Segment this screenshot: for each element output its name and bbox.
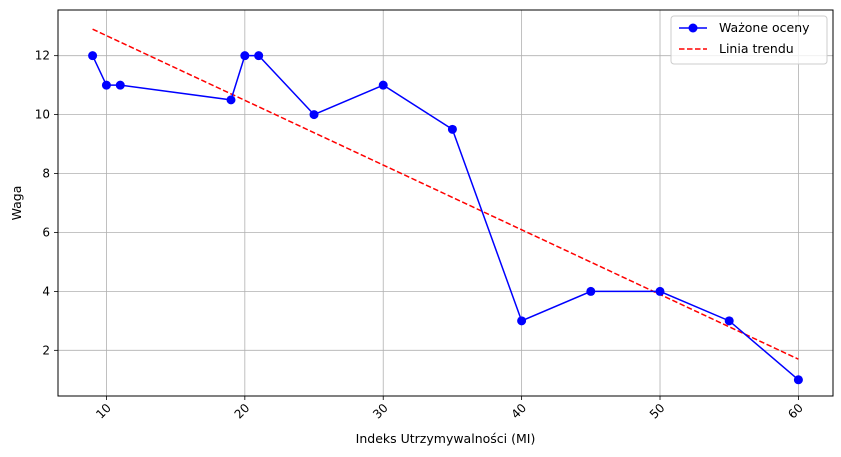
data-point bbox=[226, 95, 236, 105]
y-tick-label: 12 bbox=[35, 49, 50, 63]
trend-line-layer bbox=[92, 28, 799, 360]
data-point bbox=[309, 110, 319, 120]
y-axis-ticks: 2 4 6 8 10 12 bbox=[35, 49, 58, 357]
y-tick-label: 10 bbox=[35, 108, 50, 122]
data-point bbox=[793, 375, 803, 385]
y-tick-label: 8 bbox=[42, 167, 50, 181]
y-tick-label: 4 bbox=[42, 284, 50, 298]
legend: Ważone oceny Linia trendu bbox=[670, 15, 828, 65]
weighted-scores-layer bbox=[88, 51, 803, 385]
data-point bbox=[586, 286, 596, 296]
x-axis-label: Indeks Utrzymywalności (MI) bbox=[356, 431, 536, 446]
y-tick-label: 2 bbox=[42, 343, 50, 357]
data-point bbox=[88, 51, 98, 61]
legend-label-trend-line: Linia trendu bbox=[719, 41, 794, 56]
data-point bbox=[517, 316, 527, 326]
plot-area-frame bbox=[57, 9, 834, 397]
data-point bbox=[724, 316, 734, 326]
data-point bbox=[115, 80, 125, 90]
legend-marker-weighted-scores bbox=[688, 23, 698, 33]
weighted-scores-line bbox=[91, 54, 799, 381]
legend-label-weighted-scores: Ważone oceny bbox=[719, 20, 810, 35]
data-point bbox=[447, 124, 457, 134]
grid-lines bbox=[58, 10, 833, 396]
data-point bbox=[655, 286, 665, 296]
y-tick-label: 6 bbox=[42, 225, 50, 239]
y-axis-label: Waga bbox=[9, 186, 24, 221]
data-point bbox=[240, 51, 250, 61]
legend-box bbox=[670, 15, 828, 65]
data-point bbox=[254, 51, 264, 61]
trend-line bbox=[92, 28, 799, 360]
data-point bbox=[378, 80, 388, 90]
data-point bbox=[101, 80, 111, 90]
